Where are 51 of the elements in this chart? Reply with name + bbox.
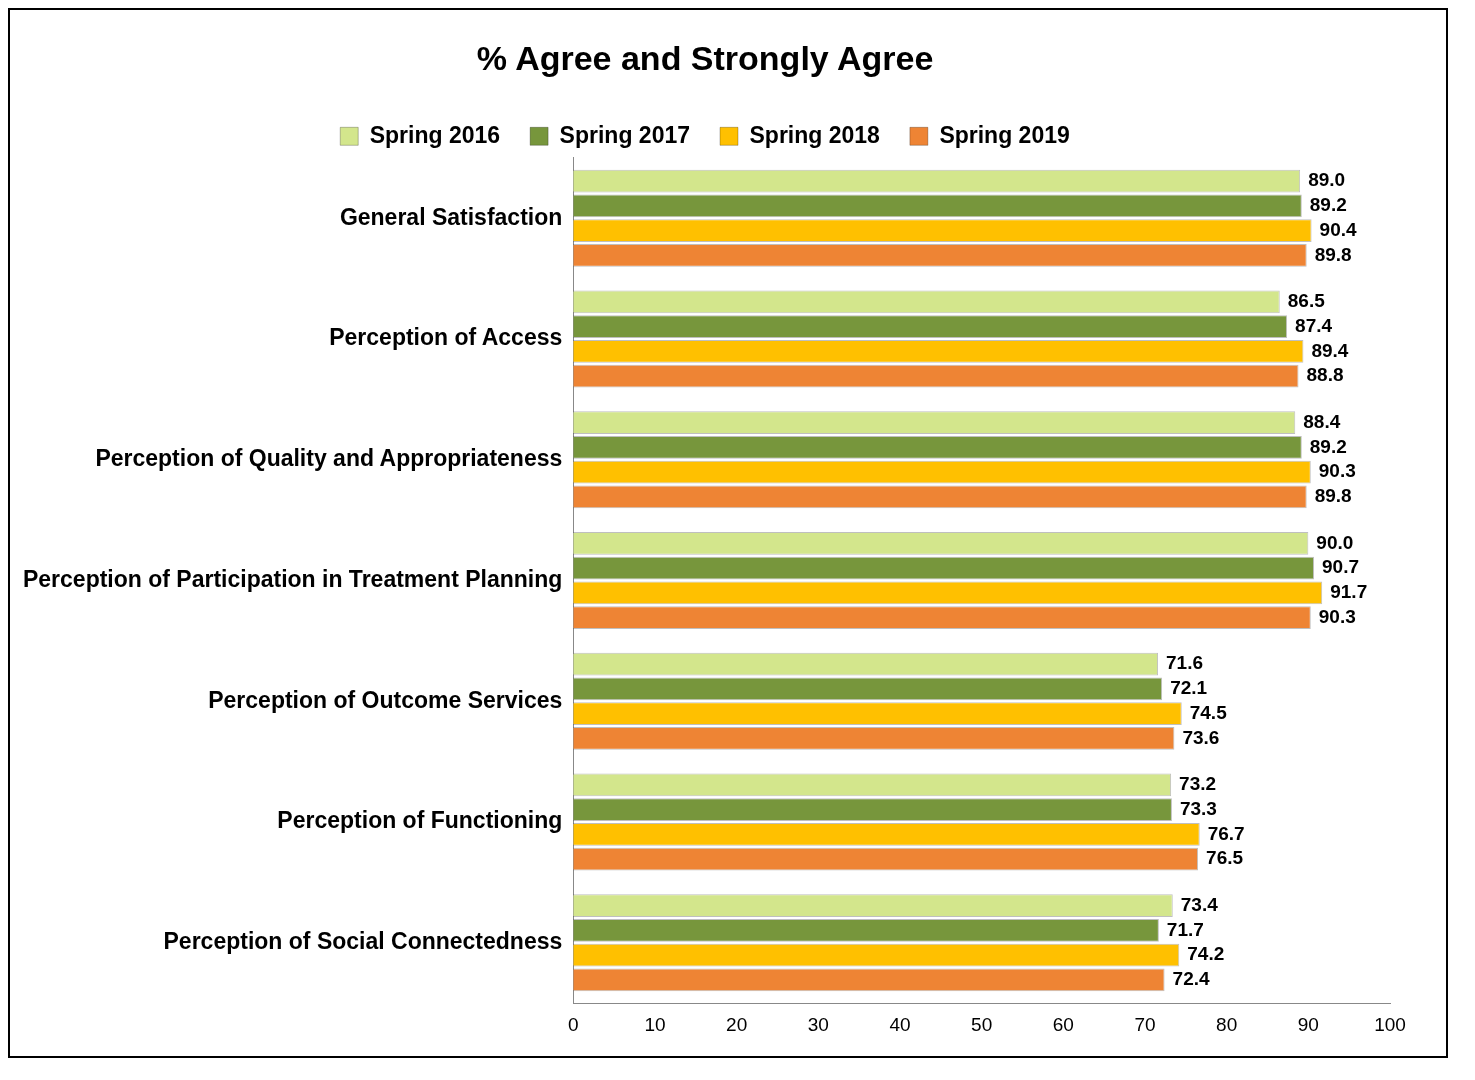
data-label: 90.7 (1322, 556, 1360, 578)
data-label: 71.6 (1166, 652, 1204, 674)
y-tick-label: Perception of Access (329, 324, 563, 351)
data-label: 90.0 (1316, 531, 1354, 553)
data-label: 89.8 (1314, 485, 1352, 507)
x-tick-label: 100 (1374, 1013, 1406, 1035)
x-tick-label: 0 (568, 1013, 579, 1035)
data-label: 89.4 (1311, 339, 1349, 361)
data-label: 73.4 (1180, 893, 1219, 915)
x-tick-label: 30 (807, 1013, 829, 1035)
data-label: 74.5 (1189, 701, 1228, 723)
legend-label: Spring 2016 (369, 121, 501, 148)
data-label: 72.1 (1170, 677, 1208, 699)
data-label: 89.2 (1309, 435, 1347, 457)
data-label: 74.2 (1187, 943, 1225, 965)
data-label: 88.4 (1303, 410, 1341, 432)
data-label: 76.7 (1207, 822, 1245, 844)
y-tick-label: Perception of Quality and Appropriateness (95, 445, 563, 472)
legend-label: Spring 2017 (559, 121, 690, 148)
data-label: 73.6 (1182, 726, 1220, 748)
chart-title: % Agree and Strongly Agree (476, 38, 934, 77)
data-label: 72.4 (1172, 968, 1210, 990)
y-tick-label: Perception of Functioning (277, 807, 563, 834)
data-label: 86.5 (1287, 290, 1326, 312)
data-label: 89.0 (1308, 169, 1346, 191)
x-tick-label: 20 (726, 1013, 748, 1035)
x-tick-label: 80 (1216, 1013, 1238, 1035)
data-label: 73.3 (1179, 797, 1217, 819)
data-label: 89.8 (1314, 243, 1352, 265)
data-label: 91.7 (1330, 581, 1368, 603)
x-tick-label: 90 (1297, 1013, 1319, 1035)
data-label: 88.8 (1306, 364, 1344, 386)
legend-label: Spring 2019 (939, 121, 1070, 148)
y-tick-label: General Satisfaction (339, 203, 563, 230)
x-tick-label: 10 (644, 1013, 666, 1035)
data-label: 90.3 (1318, 460, 1356, 482)
data-label: 90.4 (1319, 218, 1358, 240)
data-label: 71.7 (1166, 918, 1204, 940)
y-tick-label: Perception of Outcome Services (208, 686, 563, 713)
legend-label: Spring 2018 (749, 121, 881, 148)
data-label: 73.2 (1179, 773, 1217, 795)
data-label: 89.2 (1309, 194, 1347, 216)
x-tick-label: 70 (1134, 1013, 1156, 1035)
y-tick-label: Perception of Participation in Treatment Planning (22, 565, 563, 592)
y-tick-label: Perception of Social Connectedness (163, 928, 563, 955)
data-label: 76.5 (1206, 847, 1244, 869)
data-label: 87.4 (1295, 314, 1333, 336)
data-label: 90.3 (1318, 605, 1356, 627)
x-tick-label: 60 (1052, 1013, 1074, 1035)
x-tick-label: 50 (971, 1013, 993, 1035)
x-tick-label: 40 (889, 1013, 911, 1035)
